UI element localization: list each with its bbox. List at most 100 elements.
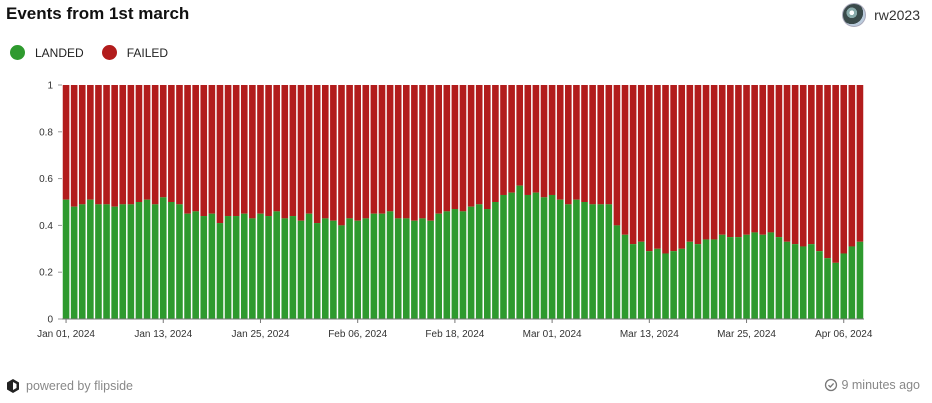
bar-landed <box>832 262 839 319</box>
bar-failed <box>670 85 677 252</box>
bar-failed <box>232 85 240 217</box>
bar-landed <box>216 223 224 319</box>
bar-landed <box>735 237 742 319</box>
bar-landed <box>70 206 78 319</box>
bar-failed <box>694 85 702 245</box>
bar-landed <box>467 206 475 319</box>
bar-landed <box>78 204 86 319</box>
bar-failed <box>370 85 378 214</box>
bar-landed <box>848 246 856 319</box>
bar-failed <box>597 85 605 205</box>
bar-failed <box>565 85 572 205</box>
bar-landed <box>808 244 815 319</box>
bar-failed <box>411 85 418 221</box>
bar-failed <box>70 85 78 207</box>
y-tick-label: 0.8 <box>39 127 53 138</box>
bar-landed <box>759 234 767 319</box>
bar-failed <box>475 85 483 205</box>
bar-landed <box>573 199 580 319</box>
bar-landed <box>484 209 491 319</box>
bar-failed <box>662 85 669 254</box>
bar-failed <box>783 85 791 242</box>
bar-landed <box>613 225 621 319</box>
user-badge[interactable]: rw2023 <box>842 3 920 27</box>
bar-failed <box>654 85 661 249</box>
bar-failed <box>767 85 775 233</box>
bar-landed <box>589 204 596 319</box>
bar-landed <box>313 223 321 319</box>
bar-landed <box>556 199 564 319</box>
bar-landed <box>646 251 653 319</box>
bar-landed <box>727 237 734 319</box>
legend-swatch-failed <box>101 45 117 60</box>
bar-failed <box>500 85 507 195</box>
x-tick-label: Jan 25, 2024 <box>232 329 290 340</box>
y-tick-label: 0.6 <box>39 174 53 185</box>
y-tick-label: 1 <box>47 81 53 92</box>
bar-failed <box>573 85 580 200</box>
bar-landed <box>411 220 418 319</box>
bar-landed <box>354 220 361 319</box>
bar-failed <box>443 85 451 212</box>
bar-landed <box>475 204 483 319</box>
bar-landed <box>783 241 791 319</box>
bar-landed <box>119 204 127 319</box>
bar-failed <box>184 85 191 214</box>
bar-landed <box>192 211 199 319</box>
bar-failed <box>686 85 694 242</box>
bar-landed <box>208 213 216 319</box>
bar-landed <box>159 197 167 319</box>
bar-failed <box>216 85 224 224</box>
bar-failed <box>62 85 70 200</box>
bar-landed <box>824 258 831 319</box>
bar-failed <box>637 85 645 242</box>
bar-landed <box>184 213 191 319</box>
bar-failed <box>532 85 540 193</box>
bar-landed <box>176 204 183 319</box>
bar-landed <box>257 213 264 319</box>
bar-failed <box>710 85 718 240</box>
bar-failed <box>224 85 232 217</box>
bar-landed <box>87 199 94 319</box>
bar-landed <box>370 213 378 319</box>
x-tick-label: Feb 18, 2024 <box>425 329 484 340</box>
bar-failed <box>265 85 272 217</box>
bar-landed <box>168 202 175 319</box>
legend-label-landed: LANDED <box>35 45 84 60</box>
bar-landed <box>305 213 313 319</box>
bar-failed <box>832 85 839 263</box>
bar-failed <box>103 85 110 205</box>
bar-failed <box>751 85 758 233</box>
bar-failed <box>678 85 686 249</box>
bar-landed <box>524 194 532 319</box>
bar-landed <box>103 204 110 319</box>
x-tick-label: Mar 13, 2024 <box>620 329 679 340</box>
bar-failed <box>168 85 175 202</box>
bar-failed <box>427 85 434 221</box>
bar-failed <box>808 85 815 245</box>
bar-failed <box>273 85 280 212</box>
bar-landed <box>621 234 629 319</box>
bar-landed <box>816 251 823 319</box>
bar-failed <box>840 85 848 254</box>
bar-landed <box>143 199 151 319</box>
bar-landed <box>718 234 726 319</box>
bar-failed <box>605 85 613 205</box>
bar-landed <box>662 253 669 319</box>
bar-landed <box>232 216 240 319</box>
bar-landed <box>249 218 256 319</box>
bar-failed <box>95 85 102 205</box>
bar-landed <box>670 251 677 319</box>
bar-failed <box>78 85 86 205</box>
avatar-icon <box>842 3 867 27</box>
bar-failed <box>281 85 289 219</box>
bar-failed <box>775 85 783 238</box>
legend-item-landed[interactable]: LANDED <box>10 45 84 60</box>
bar-failed <box>613 85 621 226</box>
legend-item-failed[interactable]: FAILED <box>101 45 168 60</box>
bar-failed <box>127 85 135 205</box>
powered-by[interactable]: powered by flipside <box>6 378 133 394</box>
bar-landed <box>629 244 637 319</box>
y-tick-label: 0 <box>47 315 53 326</box>
bar-failed <box>548 85 556 195</box>
